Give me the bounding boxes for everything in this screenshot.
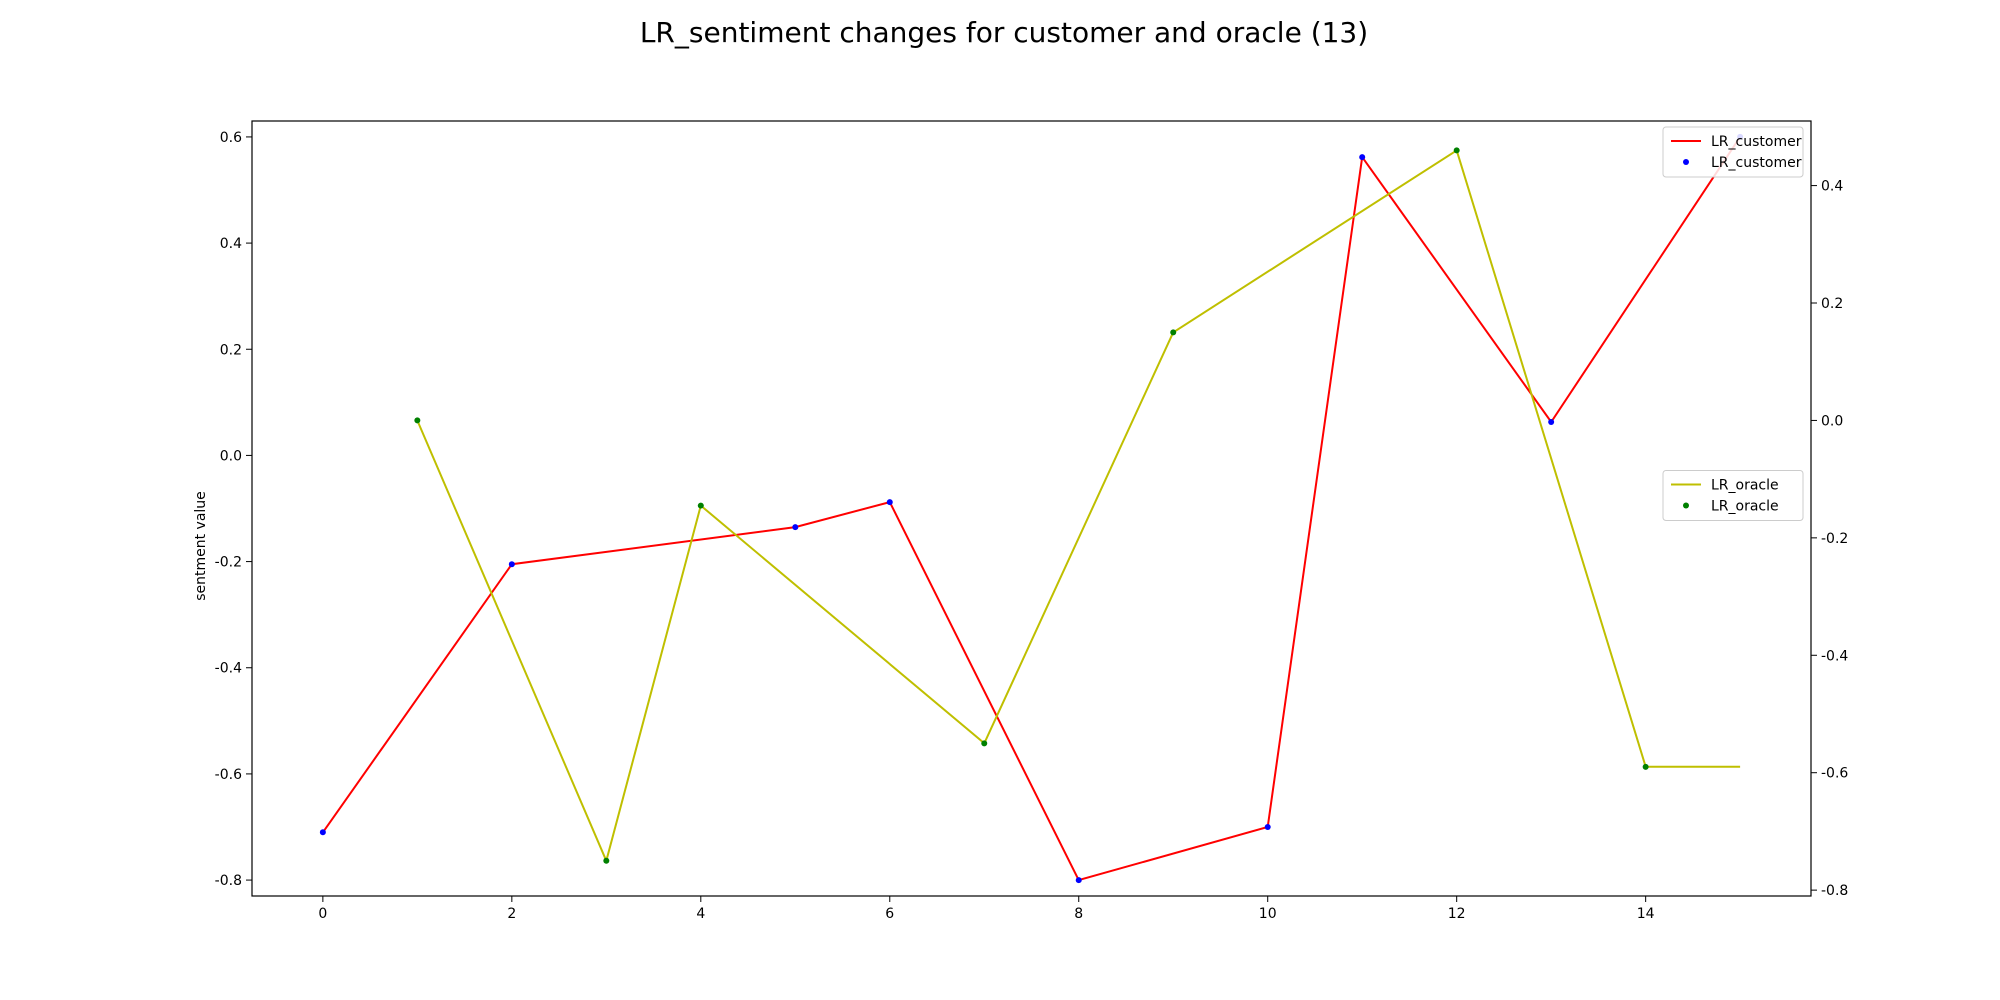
data-point-LR_customer-1 xyxy=(508,561,515,568)
data-point-LR_oracle-4 xyxy=(1170,329,1177,336)
chart-title: LR_sentiment changes for customer and or… xyxy=(640,16,1368,49)
y-left-tick-label: 0.2 xyxy=(220,342,242,358)
data-point-LR_customer-7 xyxy=(1548,418,1555,425)
y-left-tick-label: 0.4 xyxy=(220,236,242,252)
legend-box xyxy=(1662,470,1804,521)
series-line-LR_customer xyxy=(322,136,1741,882)
y-right-tick-label: 0.0 xyxy=(1821,413,1843,429)
series-line-LR_oracle xyxy=(416,148,1741,864)
x-tick-label: 14 xyxy=(1637,906,1655,922)
x-tick-label: 0 xyxy=(318,906,327,922)
legend-box xyxy=(1662,126,1804,178)
data-point-LR_oracle-3 xyxy=(981,740,988,747)
y-right-tick-label: -0.4 xyxy=(1821,648,1848,664)
y-left-tick-label: 0.0 xyxy=(220,448,242,464)
legend-dot-swatch xyxy=(1683,502,1689,509)
y-right-tick-label: 0.4 xyxy=(1821,179,1843,195)
x-tick-label: 8 xyxy=(1074,906,1083,922)
legend-top-right: LR_customer LR_customer xyxy=(1662,126,1804,178)
plot-frame xyxy=(251,120,1812,897)
y-axis-label: sentment value xyxy=(193,491,209,601)
data-point-LR_oracle-5 xyxy=(1453,147,1460,154)
legend-label: LR_customer xyxy=(1711,134,1802,150)
y-right-tick-label: 0.2 xyxy=(1821,296,1843,312)
data-point-LR_oracle-2 xyxy=(697,502,704,509)
data-point-LR_customer-0 xyxy=(319,829,326,836)
y-right-tick-label: -0.8 xyxy=(1821,883,1848,899)
legend-label: LR_oracle xyxy=(1711,478,1779,494)
y-right-tick-label: -0.6 xyxy=(1821,766,1848,782)
legend-center-right: LR_oracle LR_oracle xyxy=(1662,470,1804,521)
plot-area: 0 2 4 6 8 10 12 14 0.6 0.4 0.2 0.0 -0.2 -0.4 -0.6 -0.8 0… xyxy=(215,120,1848,922)
legend-label: LR_customer xyxy=(1711,155,1802,171)
data-point-LR_oracle-0 xyxy=(414,417,421,424)
y-left-tick-label: -0.8 xyxy=(215,873,242,889)
data-point-LR_oracle-6 xyxy=(1642,763,1649,770)
x-tick-label: 12 xyxy=(1448,906,1466,922)
y-left-tick-label: -0.2 xyxy=(215,555,242,571)
y-left-tick-label: -0.6 xyxy=(215,767,242,783)
data-point-LR_customer-6 xyxy=(1359,154,1366,161)
x-tick-label: 4 xyxy=(696,906,705,922)
legend-dot-swatch xyxy=(1683,159,1689,165)
data-point-LR_customer-2 xyxy=(792,524,799,531)
data-point-LR_oracle-1 xyxy=(603,857,610,864)
y-left-tick-label: 0.6 xyxy=(220,130,242,146)
data-point-LR_customer-3 xyxy=(886,499,893,506)
y-right-tick-label: -0.2 xyxy=(1821,531,1848,547)
x-tick-label: 10 xyxy=(1259,906,1277,922)
x-tick-label: 6 xyxy=(885,906,894,922)
x-tick-label: 2 xyxy=(507,906,516,922)
data-point-LR_customer-5 xyxy=(1264,823,1271,830)
y-left-tick-label: -0.4 xyxy=(215,661,242,677)
legend-label: LR_oracle xyxy=(1711,499,1779,515)
data-point-LR_customer-4 xyxy=(1075,877,1082,884)
